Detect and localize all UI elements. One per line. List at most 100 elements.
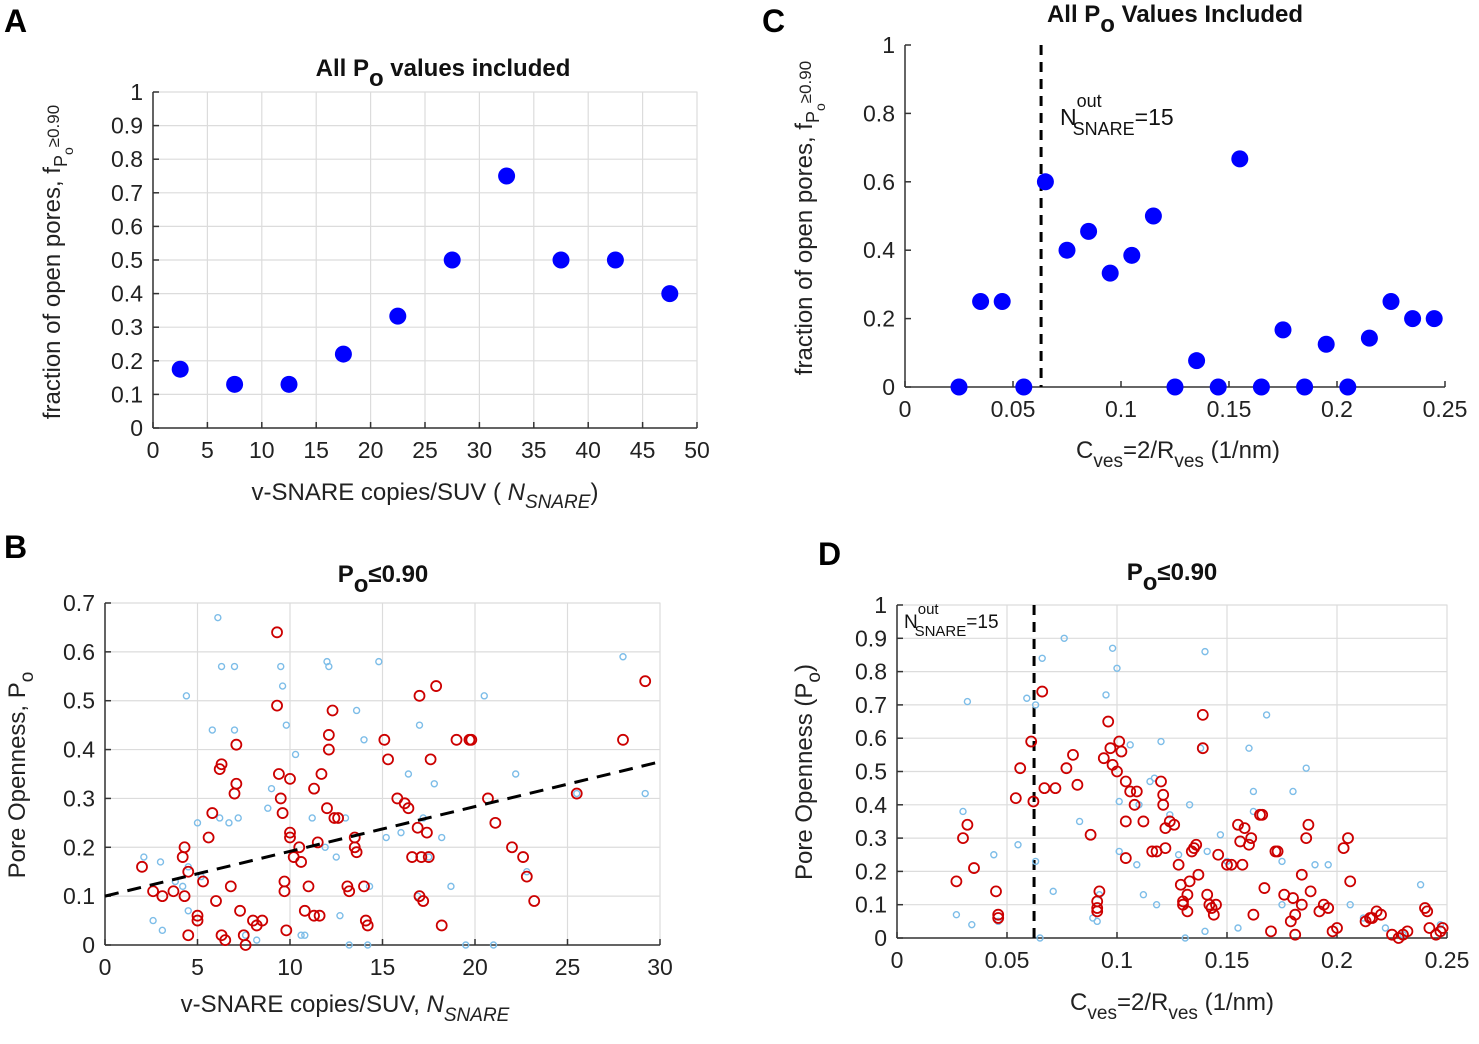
panel-b-x-tick-label: 10 <box>277 954 303 980</box>
panel-d-y-tick-label: 0.5 <box>855 759 887 785</box>
panel-d-data-point-red <box>1401 925 1414 938</box>
panel-b-data-point-red <box>322 729 335 741</box>
panel-a-data-point <box>552 251 570 269</box>
panel-d-data-point-red <box>1097 752 1110 765</box>
panel-d-data-point-red <box>1302 818 1315 831</box>
panel-d-data-point-red <box>1243 838 1255 851</box>
panel-d-data-point-red <box>1119 852 1132 864</box>
panel-d-data-point-blue <box>1060 634 1068 642</box>
panel-b-trend-line <box>104 760 661 898</box>
panel-b-data-point-red <box>271 626 283 639</box>
panel-d-data-point-red <box>1157 788 1170 801</box>
panel-b-data-point-blue <box>184 907 192 915</box>
panel-b-data-point-red <box>315 768 328 780</box>
panel-a-y-tick-label: 0.1 <box>111 381 143 407</box>
panel-a-x-tick-label: 0 <box>147 437 160 463</box>
panel-d-data-point-red <box>1067 748 1079 761</box>
panel-c-data-point <box>1188 352 1206 370</box>
panel-b-data-point-blue <box>149 916 157 925</box>
panel-b-data-point-red <box>321 802 333 815</box>
panel-b-data-point-red <box>520 870 533 883</box>
panel-d-data-point-blue <box>1262 711 1271 719</box>
panel-d-data-point-red <box>1295 898 1308 911</box>
panel-b-title: Po≤0.90 <box>338 561 429 598</box>
panel-d-data-point-blue <box>1181 934 1189 942</box>
panel-c-data-point <box>1166 378 1184 396</box>
panel-d-data-point-red <box>1337 842 1350 854</box>
panel-d-data-point-blue <box>1234 924 1242 932</box>
panel-d-data-point-red <box>1265 925 1277 938</box>
panel-a-y-tick-label: 0.8 <box>111 146 143 172</box>
panel-b-data-point-blue <box>375 657 383 666</box>
panel-d-data-point-blue <box>1031 857 1040 866</box>
panel-d-data-point-red <box>1183 875 1196 888</box>
panel-b-data-point-red <box>202 831 215 844</box>
panel-b-data-point-red <box>215 758 228 771</box>
panel-d-y-tick-label: 0 <box>874 925 887 951</box>
panel-a-data-point <box>226 375 244 393</box>
panel-d-data-point-red <box>1386 928 1398 941</box>
panel-c-data-point <box>1317 335 1335 353</box>
panel-b-data-point-blue <box>234 814 242 822</box>
panel-b-data-point-red <box>206 807 219 819</box>
panel-b-data-point-red <box>234 904 246 917</box>
panel-b-data-point-red <box>228 787 241 800</box>
panel-b-data-point-blue <box>215 814 224 822</box>
panel-b-data-point-red <box>343 885 356 898</box>
panel-c-data-point <box>1015 378 1033 396</box>
panel-d-data-point-blue <box>1113 664 1121 672</box>
panel-d-data-point-red <box>1221 858 1233 871</box>
panel-b-data-point-blue <box>430 780 438 788</box>
panel-d-y-tick-label: 0.3 <box>855 825 887 851</box>
panel-b-data-point-blue <box>619 653 627 661</box>
panel-d-data-point-red <box>1322 902 1335 914</box>
panel-b-data-point-red <box>361 919 374 932</box>
panel-c-y-tick-label: 0.8 <box>863 100 895 126</box>
panel-a-xlabel: v-SNARE copies/SUV ( NSNARE) <box>252 479 599 513</box>
panel-d-data-point-red <box>1344 875 1357 888</box>
panel-d-x-tick-label: 0 <box>891 947 904 973</box>
panel-c-data-point <box>1231 150 1249 168</box>
panel-d-data-point-red <box>1225 858 1238 871</box>
panel-d-data-point-blue <box>1174 851 1183 859</box>
panel-b-data-point-red <box>284 831 296 844</box>
panel-a-y-tick-label: 0.7 <box>111 180 143 206</box>
panel-b-data-point-red <box>197 875 209 888</box>
panel-d-data-point-red <box>1159 842 1172 854</box>
panel-d-data-point-blue <box>1289 787 1297 796</box>
panel-c-xlabel: Cves=2/Rves (1/nm) <box>1076 437 1280 472</box>
panel-b-data-point-red <box>167 885 180 898</box>
panel-b-data-point-red <box>413 689 426 702</box>
panel-c-y-tick-label: 0.6 <box>863 169 895 195</box>
panel-d-x-tick-label: 0.2 <box>1321 947 1353 973</box>
panel-b-x-tick-label: 20 <box>462 954 488 980</box>
panel-b-data-point-blue <box>277 662 285 671</box>
panel-c-ylabel: fraction of open pores, fPo≥0.90 <box>791 61 828 375</box>
panel-d-title: Po≤0.90 <box>1127 559 1218 596</box>
panel-d-data-point-red <box>1168 818 1181 831</box>
panel-c-data-point <box>1360 329 1378 347</box>
panel-b-data-point-blue <box>208 726 217 734</box>
panel-b-data-point-red <box>147 885 160 898</box>
panel-d-data-point-red <box>961 818 974 831</box>
panel-a-data-point <box>389 307 407 325</box>
panel-b-data-point-blue <box>297 931 305 939</box>
panel-a-data-point <box>334 345 352 363</box>
panel-d-data-point-red <box>1115 745 1128 758</box>
panel-d-data-point-blue <box>1201 647 1209 656</box>
panel-a-data-point <box>498 167 516 185</box>
panel-d-data-point-blue <box>1245 744 1253 752</box>
panel-b-y-tick-label: 0.2 <box>63 834 95 860</box>
panel-c-annotation: Nout SNARE=15 <box>1060 91 1174 139</box>
panel-a-data-point <box>661 285 679 303</box>
panel-a-title: All Po values included <box>316 55 571 92</box>
panel-d-data-point-red <box>1137 815 1150 828</box>
panel-label-c: C <box>762 3 785 39</box>
panel-c-data-point <box>972 293 990 310</box>
panel-d-data-point-red <box>1238 822 1251 835</box>
panel-d-data-point-blue <box>1139 891 1148 899</box>
panel-c-data-point <box>1274 321 1292 339</box>
panel-a-ylabel: fraction of open pores, fPo≥0.90 <box>39 105 76 419</box>
panel-d-y-tick-label: 0.6 <box>855 725 887 751</box>
panel-b-data-point-red <box>506 841 518 854</box>
